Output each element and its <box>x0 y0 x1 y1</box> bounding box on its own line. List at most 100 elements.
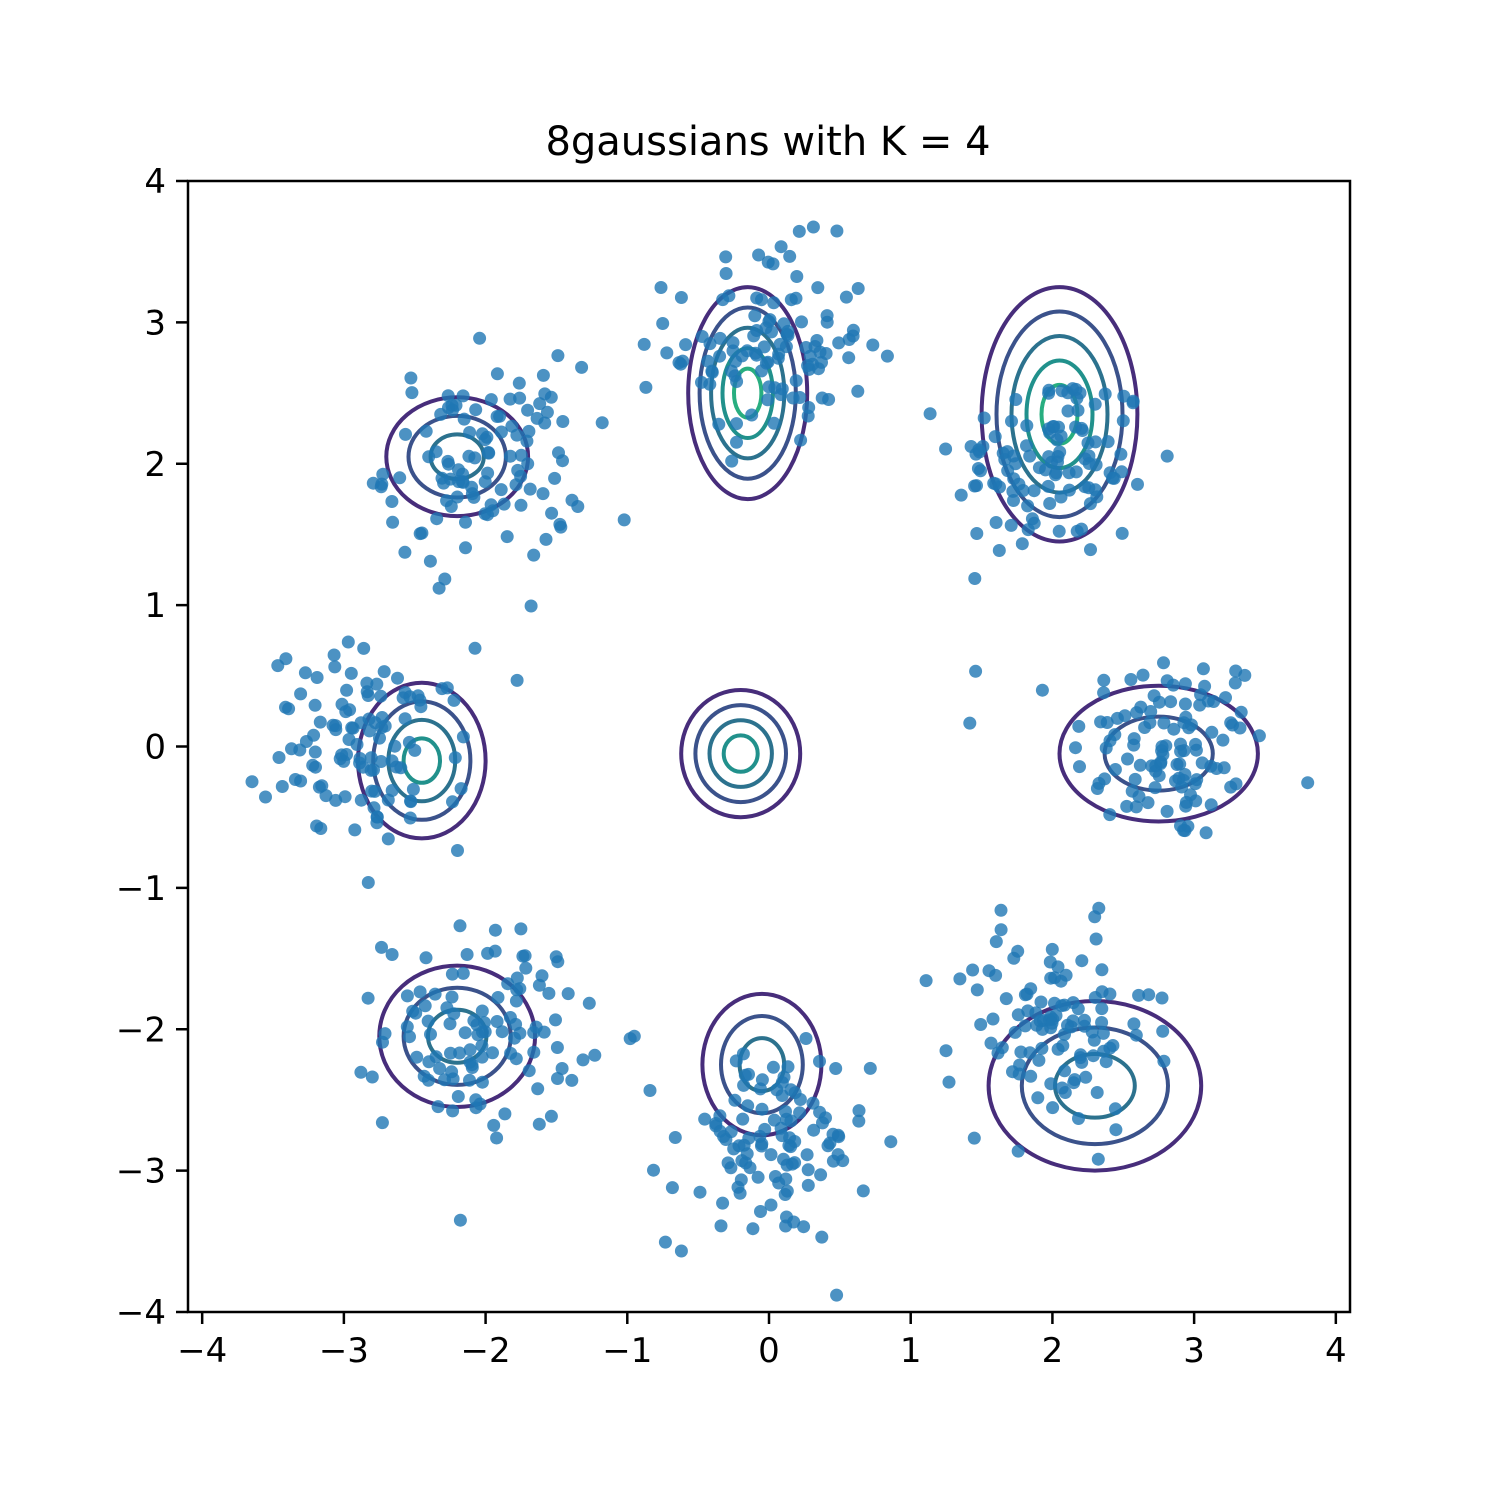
scatter-point <box>1021 1004 1035 1018</box>
scatter-point <box>327 648 341 662</box>
scatter-point <box>556 415 570 428</box>
scatter-point <box>444 500 458 513</box>
scatter-point <box>555 1062 569 1075</box>
scatter-point <box>445 967 459 981</box>
scatter-point <box>992 544 1006 557</box>
scatter-point <box>1034 995 1048 1009</box>
y-tick-label: −1 <box>116 869 166 909</box>
scatter-point <box>968 572 982 585</box>
scatter-point <box>1025 512 1039 526</box>
scatter-point <box>375 940 388 954</box>
scatter-point <box>1115 465 1129 479</box>
scatter-point <box>475 1039 489 1053</box>
scatter-point <box>795 315 808 329</box>
scatter-point <box>999 992 1013 1006</box>
scatter-point <box>738 1068 752 1082</box>
scatter-point <box>716 1196 730 1210</box>
y-tick-label: 1 <box>144 586 166 626</box>
scatter-point <box>1177 744 1191 758</box>
scatter-point <box>1075 954 1089 968</box>
scatter-point <box>1089 932 1103 946</box>
scatter-point <box>939 1044 953 1058</box>
scatter-point <box>451 844 464 857</box>
scatter-point <box>1021 523 1035 537</box>
scatter-point <box>679 338 693 352</box>
scatter-point <box>1141 796 1155 810</box>
scatter-point <box>779 1105 792 1118</box>
scatter-point <box>1033 1014 1047 1028</box>
scatter-point <box>475 1004 489 1018</box>
scatter-point <box>1042 450 1056 464</box>
x-tick-label: 4 <box>1325 1331 1347 1371</box>
scatter-point <box>1020 419 1034 433</box>
scatter-point <box>1128 772 1142 786</box>
scatter-point <box>736 1112 750 1126</box>
scatter-point <box>832 336 846 350</box>
scatter-point <box>1058 1064 1072 1078</box>
scatter-point <box>500 530 514 544</box>
scatter-point <box>520 434 534 448</box>
scatter-point <box>839 290 853 304</box>
scatter-point <box>487 1118 501 1132</box>
scatter-point <box>365 1070 379 1084</box>
scatter-point <box>549 950 563 964</box>
scatter-point <box>462 449 476 463</box>
scatter-point <box>509 994 523 1008</box>
scatter-point <box>820 309 834 323</box>
scatter-point <box>1011 944 1025 958</box>
scatter-point <box>1132 988 1146 1002</box>
scatter-point <box>1071 403 1085 417</box>
scatter-point <box>432 581 446 595</box>
scatter-point <box>1066 382 1080 396</box>
scatter-point <box>1096 1026 1110 1040</box>
scatter-point <box>1089 458 1103 472</box>
scatter-point <box>494 483 508 497</box>
scatter-point <box>1091 1152 1105 1166</box>
scatter-point <box>1198 679 1212 693</box>
scatter-point <box>396 691 410 705</box>
scatter-point <box>1055 384 1069 398</box>
scatter-point <box>919 974 933 988</box>
scatter-point <box>346 721 360 735</box>
scatter-point <box>498 1107 512 1121</box>
scatter-point <box>1157 656 1170 670</box>
scatter-point <box>486 1046 499 1060</box>
scatter-point <box>1088 991 1102 1004</box>
scatter-point <box>484 498 498 512</box>
scatter-point <box>329 793 343 807</box>
scatter-point <box>656 317 670 330</box>
scatter-point <box>717 1130 731 1143</box>
scatter-point <box>457 412 471 426</box>
scatter-point <box>617 513 631 527</box>
scatter-point <box>1007 472 1021 486</box>
scatter-point <box>522 1064 536 1078</box>
scatter-point <box>788 1156 802 1170</box>
scatter-point <box>977 411 991 425</box>
scatter-point <box>639 380 653 394</box>
scatter-point <box>1024 1069 1038 1083</box>
scatter-point <box>856 1184 870 1198</box>
scatter-point <box>335 748 349 762</box>
scatter-point <box>1086 1049 1100 1063</box>
scatter-point <box>1054 490 1068 504</box>
contour-line <box>693 703 789 805</box>
scatter-point <box>1072 1112 1085 1125</box>
x-tick-label: −1 <box>602 1331 652 1371</box>
scatter-point <box>375 711 389 724</box>
scatter-point <box>823 1136 837 1150</box>
scatter-point <box>488 944 502 958</box>
scatter-point <box>275 780 289 793</box>
scatter-point <box>422 1055 436 1069</box>
scatter-point <box>388 739 402 753</box>
scatter-point <box>969 664 983 678</box>
scatter-point <box>465 1058 479 1072</box>
contour-line <box>994 309 1125 520</box>
scatter-point <box>755 1102 769 1116</box>
scatter-point <box>1009 393 1023 406</box>
scatter-point <box>1051 1042 1065 1056</box>
scatter-point <box>765 325 778 339</box>
scatter-point <box>361 991 375 1005</box>
scatter-point <box>814 1168 828 1182</box>
scatter-point <box>1021 499 1035 513</box>
scatter-point <box>755 1073 769 1087</box>
